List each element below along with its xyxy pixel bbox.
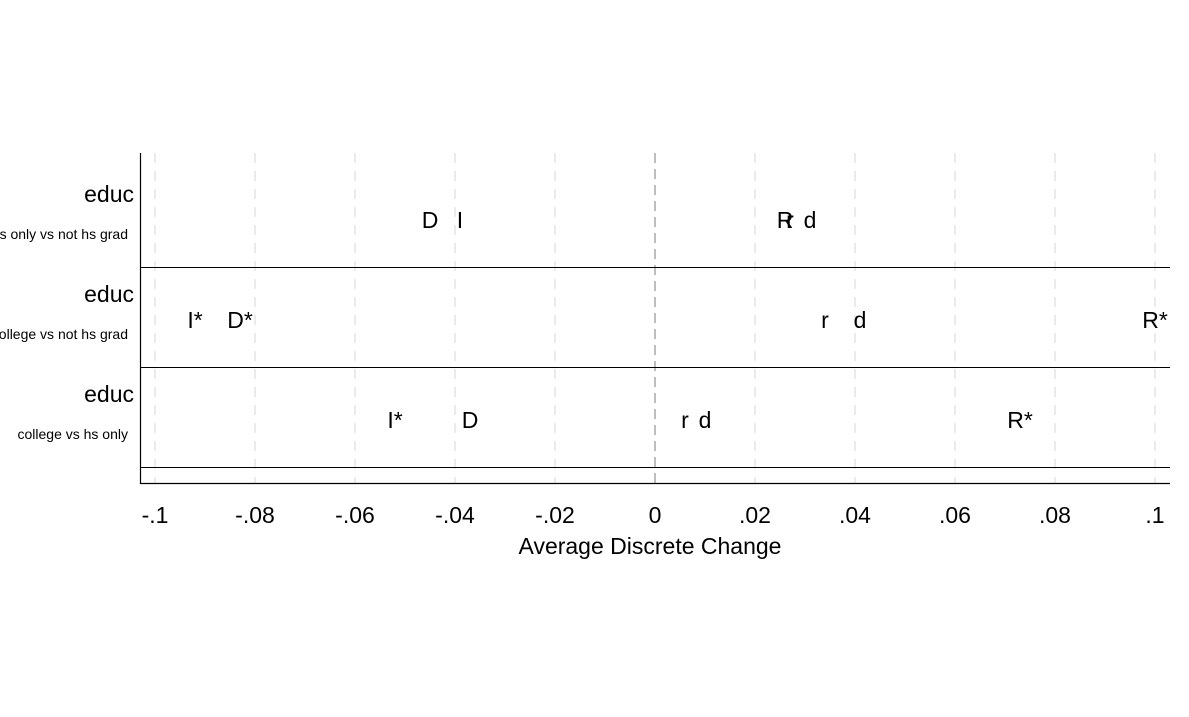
row-contrast-label: hs only vs not hs grad (0, 226, 128, 242)
x-axis-title: Average Discrete Change (519, 533, 782, 559)
x-tick-label: -.08 (235, 502, 275, 528)
x-tick-label: -.02 (535, 502, 575, 528)
point-marker: D (462, 407, 479, 433)
point-marker: I* (187, 307, 202, 333)
x-tick-labels: -.1 -.08 -.06 -.04 -.02 0 .02 .04 .06 .08 .1 (142, 502, 1165, 528)
row-contrast-label: college vs not hs grad (0, 326, 128, 342)
x-tick-label: .08 (1039, 502, 1071, 528)
x-tick-label: 0 (649, 502, 662, 528)
point-marker: r (786, 207, 794, 233)
x-tick-label: -.04 (435, 502, 475, 528)
point-marker: r (681, 407, 689, 433)
x-axis (139, 153, 1170, 485)
x-tick-label: .02 (739, 502, 771, 528)
row-variable-label: educ (84, 281, 134, 307)
row-labels: educ hs only vs not hs grad educ college vs… (0, 181, 134, 442)
x-tick-label: -.06 (335, 502, 375, 528)
row-variable-label: educ (84, 381, 134, 407)
x-tick-label: .1 (1145, 502, 1164, 528)
point-marker: d (804, 207, 817, 233)
row-variable-label: educ (84, 181, 134, 207)
x-tick-label: -.1 (142, 502, 169, 528)
x-tick-label: .04 (839, 502, 871, 528)
point-marker: D (422, 207, 439, 233)
row-separators (140, 267, 1170, 468)
x-tick-label: .06 (939, 502, 971, 528)
point-marker: d (699, 407, 712, 433)
point-marker: R (777, 207, 794, 233)
point-marker: R* (1007, 407, 1033, 433)
point-marker: D* (227, 307, 253, 333)
gridlines (154, 153, 1156, 484)
point-marker: I (457, 207, 463, 233)
row-contrast-label: college vs hs only (17, 426, 128, 442)
point-marker: R* (1142, 307, 1168, 333)
point-marker: r (821, 307, 829, 333)
point-marker: d (854, 307, 867, 333)
point-marker: I* (387, 407, 402, 433)
